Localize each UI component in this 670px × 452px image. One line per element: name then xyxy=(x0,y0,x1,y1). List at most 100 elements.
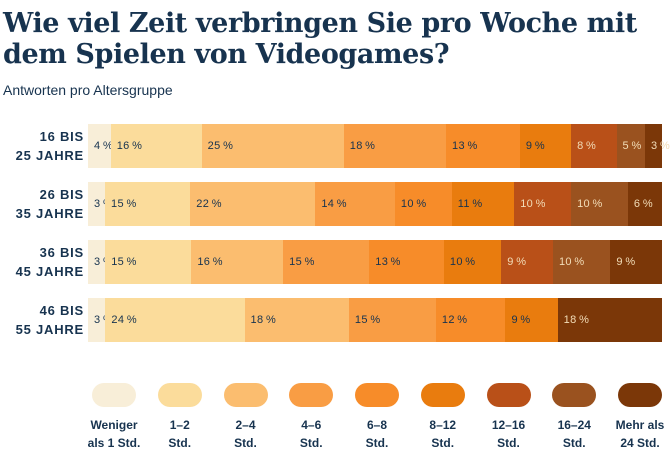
bar-segment: 24 % xyxy=(105,298,245,342)
bar-segment: 9 % xyxy=(519,124,572,168)
age-group-label-line1: 36 BIS xyxy=(39,245,84,260)
age-group-label: 26 BIS 35 JAHRE xyxy=(0,185,88,223)
bar-segment: 13 % xyxy=(369,240,444,284)
bar-segment: 13 % xyxy=(446,124,520,168)
bar-segment: 5 % xyxy=(616,124,645,168)
segment-percent-label: 8 % xyxy=(577,140,597,152)
segment-percent-label: 14 % xyxy=(321,198,347,210)
age-group-label-line1: 16 BIS xyxy=(39,129,84,144)
age-group-label: 46 BIS 55 JAHRE xyxy=(0,301,88,339)
bar-segment: 3 % xyxy=(88,298,113,342)
legend-color-chip xyxy=(420,383,465,407)
legend-label-line1: Mehr als xyxy=(615,418,665,432)
bar-row: 26 BIS 35 JAHRE 3 % 15 % 22 % 14 % 10 % 11 % 10 … xyxy=(0,182,670,226)
legend-item: 1–2 Std. xyxy=(157,383,202,452)
legend-label: 8–12 Std. xyxy=(429,416,456,452)
stacked-bar-chart: 16 BIS 25 JAHRE 4 % 16 % 25 % 18 % 13 % 9 % 8 % 5… xyxy=(0,124,670,342)
legend-item: 2–4 Std. xyxy=(223,383,268,452)
legend-color-chip xyxy=(486,383,531,407)
legend-label: Mehr als 24 Std. xyxy=(616,416,665,452)
segment-percent-label: 16 % xyxy=(116,140,143,152)
segment-percent-label: 11 % xyxy=(457,198,483,210)
bar-segment: 16 % xyxy=(110,124,202,168)
bar-segment: 14 % xyxy=(315,182,395,226)
bar-segment: 18 % xyxy=(244,298,349,342)
legend-item: Weniger als 1 Std. xyxy=(88,383,140,452)
segment-percent-label: 4 % xyxy=(94,140,114,152)
bar-segment: 18 % xyxy=(343,124,447,168)
legend-label-line1: 16–24 xyxy=(557,418,591,432)
legend-item: 6–8 Std. xyxy=(355,383,399,452)
bar-segment: 25 % xyxy=(201,124,344,168)
segment-percent-label: 10 % xyxy=(449,256,476,268)
segment-percent-label: 3 % xyxy=(650,140,670,152)
legend-color-chip xyxy=(618,383,662,407)
segment-percent-label: 15 % xyxy=(111,256,137,268)
bar-row: 16 BIS 25 JAHRE 4 % 16 % 25 % 18 % 13 % 9 % 8 % 5… xyxy=(0,124,670,168)
segment-percent-label: 16 % xyxy=(197,256,223,268)
legend-color-chip xyxy=(157,383,202,407)
stacked-bar: 3 % 24 % 18 % 15 % 12 % 9 % 18 % xyxy=(88,298,662,342)
bar-segment: 6 % xyxy=(627,182,662,226)
bar-segment: 10 % xyxy=(514,182,572,226)
stacked-bar: 4 % 16 % 25 % 18 % 13 % 9 % 8 % 5 % 3 % xyxy=(88,124,670,168)
segment-percent-label: 15 % xyxy=(111,198,137,210)
segment-percent-label: 22 % xyxy=(196,198,222,210)
bar-segment: 10 % xyxy=(443,240,502,284)
age-group-label-line1: 26 BIS xyxy=(39,187,84,202)
segment-percent-label: 9 % xyxy=(507,256,527,268)
legend-color-chip xyxy=(289,383,334,407)
chart-title: Wie viel Zeit verbringen Sie pro Woche m… xyxy=(0,0,670,70)
bar-segment: 3 % xyxy=(644,124,670,168)
legend-item: 12–16 Std. xyxy=(486,383,531,452)
legend-label: Weniger als 1 Std. xyxy=(88,416,141,452)
segment-percent-label: 5 % xyxy=(622,140,642,152)
legend-label-line2: 24 Std. xyxy=(620,436,660,450)
stacked-bar: 3 % 15 % 22 % 14 % 10 % 11 % 10 % 10 % 6 % xyxy=(88,182,662,226)
bar-segment: 10 % xyxy=(394,182,452,226)
legend-label-line1: 8–12 xyxy=(429,418,457,432)
bar-segment: 10 % xyxy=(552,240,611,284)
segment-percent-label: 10 % xyxy=(577,198,603,210)
segment-percent-label: 9 % xyxy=(525,140,546,152)
segment-percent-label: 15 % xyxy=(354,314,381,326)
age-group-label-line2: 45 JAHRE xyxy=(15,264,84,279)
legend-label: 16–24 Std. xyxy=(558,416,591,452)
legend-color-chip xyxy=(355,383,399,407)
legend-item: Mehr als 24 Std. xyxy=(616,383,665,452)
chart-title-line2: dem Spielen von Videogames? xyxy=(3,39,450,70)
legend-label-line2: Std. xyxy=(562,436,586,450)
legend-label-line1: Weniger xyxy=(90,418,138,432)
segment-percent-label: 9 % xyxy=(511,314,531,326)
bar-row: 36 BIS 45 JAHRE 3 % 15 % 16 % 15 % 13 % 10 % 9 %… xyxy=(0,240,670,284)
bar-segment: 15 % xyxy=(105,240,192,284)
legend-label-line2: Std. xyxy=(299,436,323,450)
segment-percent-label: 18 % xyxy=(563,314,590,326)
bar-row: 46 BIS 55 JAHRE 3 % 24 % 18 % 15 % 12 % 9 % 18 % xyxy=(0,298,670,342)
segment-percent-label: 18 % xyxy=(250,314,277,326)
age-group-label: 16 BIS 25 JAHRE xyxy=(0,127,88,165)
segment-percent-label: 10 % xyxy=(400,198,427,210)
legend-label-line2: Std. xyxy=(431,436,455,450)
segment-percent-label: 10 % xyxy=(558,256,585,268)
age-group-label-line2: 25 JAHRE xyxy=(15,148,84,163)
legend-label-line1: 6–8 xyxy=(366,418,387,432)
legend-label-line1: 12–16 xyxy=(491,418,526,432)
segment-percent-label: 9 % xyxy=(616,256,636,268)
legend-item: 16–24 Std. xyxy=(552,383,597,452)
bar-segment: 9 % xyxy=(505,298,558,342)
legend-label-line2: Std. xyxy=(497,436,520,450)
legend-label-line1: 1–2 xyxy=(169,418,190,432)
chart-title-line1: Wie viel Zeit verbringen Sie pro Woche m… xyxy=(3,8,637,39)
legend-label: 1–2 Std. xyxy=(168,416,191,452)
bar-segment: 15 % xyxy=(283,240,370,284)
bar-segment: 18 % xyxy=(557,298,662,342)
chart-subtitle: Antworten pro Altersgruppe xyxy=(3,82,173,98)
stacked-bar: 3 % 15 % 16 % 15 % 13 % 10 % 9 % 10 % 9 % xyxy=(88,240,662,284)
bar-segment: 9 % xyxy=(501,240,553,284)
legend-label: 6–8 Std. xyxy=(366,416,389,452)
segment-percent-label: 18 % xyxy=(349,140,376,152)
legend-label-line2: Std. xyxy=(234,436,257,450)
legend-label: 2–4 Std. xyxy=(234,416,257,452)
